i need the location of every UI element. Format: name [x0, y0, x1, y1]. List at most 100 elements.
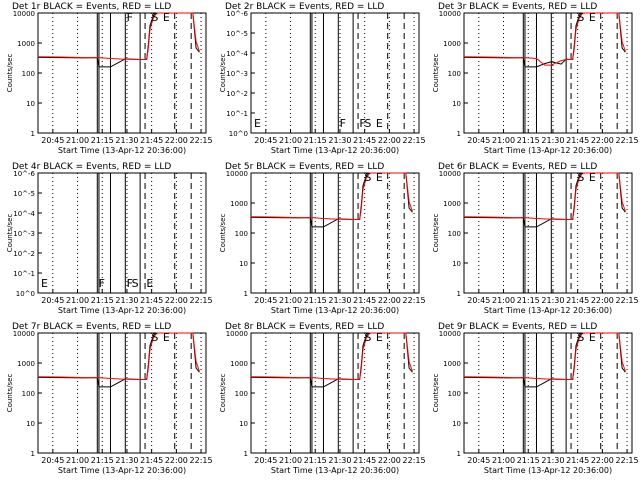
y-tick-label: 1: [457, 290, 461, 298]
x-axis-label: Start Time (13-Apr-12 20:36:00): [58, 146, 186, 155]
y-tick-label: 1: [244, 450, 248, 458]
annotation-label: S: [151, 331, 158, 344]
x-tick-label: 22:15: [403, 456, 426, 465]
y-tick-label: 10: [452, 420, 461, 428]
x-tick-label: 22:00: [378, 296, 401, 305]
x-tick-label: 21:15: [304, 296, 327, 305]
y-tick-label: 1: [31, 130, 35, 138]
x-tick-label: 20:45: [254, 136, 277, 145]
y-axis-label: Counts/sec: [6, 214, 14, 253]
x-tick-label: 21:00: [492, 456, 515, 465]
x-tick-label: 22:15: [616, 136, 639, 145]
x-tick-label: 22:00: [591, 296, 614, 305]
y-tick-label: 10000: [439, 170, 461, 178]
detector-panel-3: Det 3r BLACK = Events, RED = LLD Counts/s…: [432, 2, 639, 155]
panel-title: Det 7r BLACK = Events, RED = LLD: [12, 322, 171, 332]
y-tick-label: 10000: [439, 330, 461, 338]
annotation-label: E: [376, 331, 383, 344]
x-tick-label: 21:00: [66, 136, 89, 145]
x-tick-label: 21:45: [566, 296, 589, 305]
y-tick-label: 10000: [13, 10, 35, 18]
x-tick-label: 22:00: [378, 136, 401, 145]
panel-title: Det 9r BLACK = Events, RED = LLD: [438, 322, 597, 332]
plot-frame: [37, 172, 207, 294]
annotation-label: E: [589, 331, 596, 344]
y-tick-label: 10^-3: [226, 70, 248, 78]
x-tick-label: 21:00: [279, 136, 302, 145]
annotation-label: E: [163, 11, 170, 24]
annotation-label: F: [359, 117, 365, 130]
x-tick-label: 22:00: [378, 456, 401, 465]
y-tick-label: 10^-5: [13, 190, 35, 198]
x-tick-label: 20:45: [41, 456, 64, 465]
x-tick-label: 20:45: [254, 296, 277, 305]
panel-title: Det 2r BLACK = Events, RED = LLD: [225, 2, 384, 12]
y-tick-label: 1000: [230, 360, 248, 368]
x-tick-label: 21:30: [328, 456, 351, 465]
panel-title: Det 3r BLACK = Events, RED = LLD: [438, 2, 597, 12]
y-axis-label: Counts/sec: [432, 374, 440, 413]
panel-title: Det 8r BLACK = Events, RED = LLD: [225, 322, 384, 332]
y-axis-label: Counts/sec: [6, 54, 14, 93]
x-tick-label: 22:00: [591, 136, 614, 145]
x-axis-label: Start Time (13-Apr-12 20:36:00): [484, 306, 612, 315]
x-tick-label: 20:45: [467, 136, 490, 145]
y-tick-label: 1000: [17, 360, 35, 368]
x-tick-label: 21:45: [140, 296, 163, 305]
y-tick-label: 10000: [13, 330, 35, 338]
x-tick-label: 21:45: [353, 456, 376, 465]
y-tick-label: 1: [457, 450, 461, 458]
y-tick-label: 10: [452, 100, 461, 108]
x-tick-label: 22:15: [190, 456, 213, 465]
panel-title: Det 6r BLACK = Events, RED = LLD: [438, 162, 597, 172]
y-tick-label: 1: [457, 130, 461, 138]
y-tick-label: 10^-2: [226, 90, 248, 98]
plot-frame: [250, 172, 420, 294]
x-tick-label: 22:00: [165, 456, 188, 465]
x-tick-label: 21:00: [279, 456, 302, 465]
x-tick-label: 21:45: [140, 456, 163, 465]
y-tick-label: 10: [26, 100, 35, 108]
x-tick-label: 21:30: [541, 136, 564, 145]
y-tick-label: 10: [452, 260, 461, 268]
detector-panel-2: Det 2r BLACK = Events, RED = LLD Counts/s…: [219, 2, 426, 155]
x-tick-label: 21:15: [304, 136, 327, 145]
annotation-label: S: [577, 331, 584, 344]
y-tick-label: 1000: [230, 200, 248, 208]
x-tick-label: 21:15: [304, 456, 327, 465]
x-tick-label: 21:30: [115, 136, 138, 145]
x-tick-label: 22:15: [616, 296, 639, 305]
x-axis-label: Start Time (13-Apr-12 20:36:00): [484, 466, 612, 475]
detector-panel-8: Det 8r BLACK = Events, RED = LLD Counts/s…: [219, 322, 426, 475]
y-axis-label: Counts/sec: [219, 214, 227, 253]
x-tick-label: 21:30: [328, 296, 351, 305]
detector-panel-9: Det 9r BLACK = Events, RED = LLD Counts/s…: [432, 322, 639, 475]
x-tick-label: 21:15: [517, 456, 540, 465]
y-tick-label: 10000: [226, 330, 248, 338]
plot-frame: [463, 12, 633, 134]
annotation-label: S: [577, 11, 584, 24]
y-tick-label: 10^-1: [226, 110, 248, 118]
x-tick-label: 21:15: [517, 296, 540, 305]
x-tick-label: 21:15: [517, 136, 540, 145]
y-tick-label: 100: [448, 230, 461, 238]
x-tick-label: 22:00: [591, 456, 614, 465]
y-tick-label: 10000: [226, 170, 248, 178]
y-tick-label: 100: [235, 390, 248, 398]
annotation-label: E: [254, 117, 261, 130]
y-tick-label: 10^-6: [226, 10, 248, 18]
y-tick-label: 100: [448, 390, 461, 398]
y-tick-label: 10^-5: [226, 30, 248, 38]
detector-panel-1: Det 1r BLACK = Events, RED = LLD Counts/s…: [6, 2, 213, 155]
annotation-label: E: [163, 331, 170, 344]
annotation-label: E: [376, 117, 383, 130]
annotation-label: F: [127, 277, 133, 290]
lld-series-line: [463, 332, 626, 381]
lld-series-line: [463, 12, 626, 66]
annotation-label: E: [146, 277, 153, 290]
detector-panel-7: Det 7r BLACK = Events, RED = LLD Counts/s…: [6, 322, 213, 475]
y-tick-label: 1: [31, 450, 35, 458]
x-tick-label: 22:15: [403, 136, 426, 145]
y-tick-label: 10^-4: [13, 210, 35, 218]
annotation-label: F: [99, 277, 105, 290]
